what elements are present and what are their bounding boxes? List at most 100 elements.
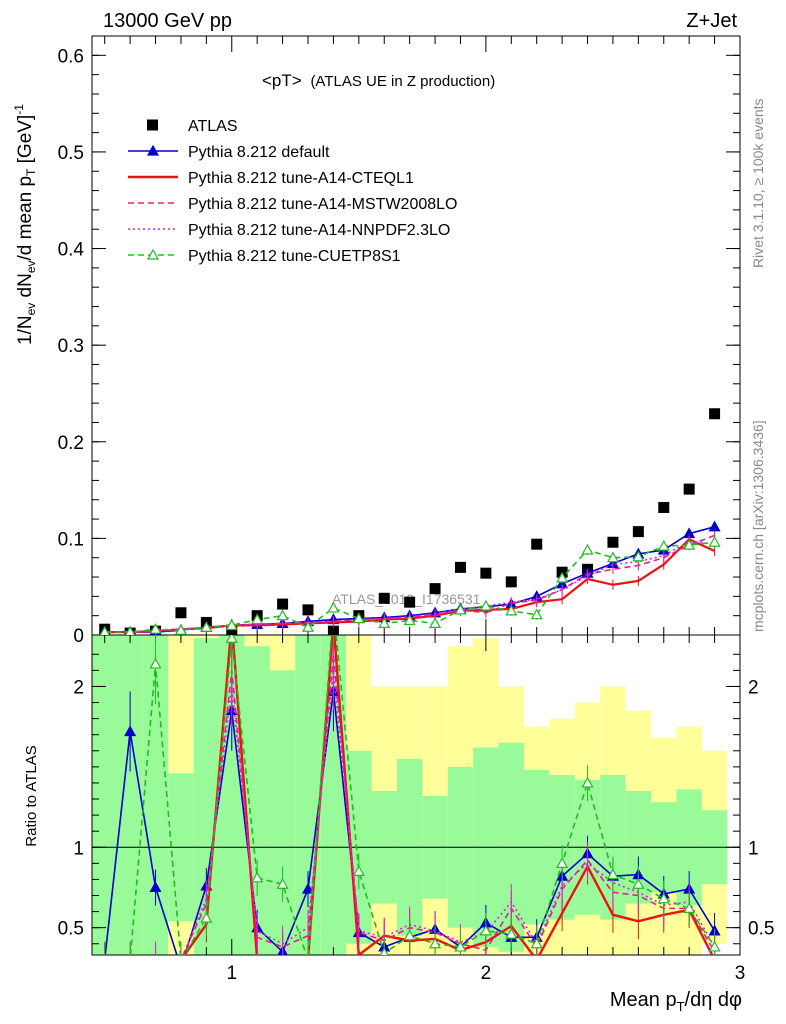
marker-cuetp8s1 — [251, 613, 264, 625]
atlas-data-point — [607, 536, 619, 548]
marker-cuetp8s1 — [530, 608, 543, 620]
ratio-y-tick-label-right: 1 — [748, 838, 759, 859]
legend-label-atlas: ATLAS — [188, 118, 238, 135]
main-y-tick-label: 0.1 — [58, 529, 84, 550]
ratio-marker-cuetp8s1 — [225, 635, 238, 643]
legend-label-cteql1: Pythia 8.212 tune-A14-CTEQL1 — [188, 170, 414, 187]
ratio-marker-cuetp8s1 — [251, 871, 264, 883]
main-y-tick-label: 0.6 — [58, 46, 84, 67]
atlas-data-point — [327, 625, 339, 635]
plot-title-main: <pT> — [262, 71, 302, 90]
marker-cuetp8s1 — [200, 621, 213, 632]
atlas-data-point — [505, 576, 517, 588]
legend-label-default: Pythia 8.212 default — [188, 144, 330, 161]
ratio-marker-cuetp8s1 — [632, 878, 645, 889]
marker-cuetp8s1 — [99, 625, 110, 635]
ratio-marker-default — [301, 882, 315, 894]
marker-cuetp8s1 — [606, 551, 619, 563]
legend-label-nnpdf: Pythia 8.212 tune-A14-NNPDF2.3LO — [188, 222, 450, 239]
atlas-data-point — [709, 408, 721, 420]
side-label-mcplots: mcplots.cern.ch [arXiv:1306.3436] — [750, 420, 766, 632]
marker-cuetp8s1 — [327, 601, 340, 613]
main-y-tick-label: 0.5 — [58, 143, 84, 164]
ratio-y-axis-label: Ratio to ATLAS — [23, 745, 40, 846]
legend-marker-default — [146, 144, 160, 156]
ratio-marker-cuetp8s1 — [581, 776, 594, 788]
ratio-marker-default — [103, 953, 106, 955]
energy-label: 13000 GeV pp — [103, 10, 232, 32]
atlas-data-point — [277, 598, 289, 610]
atlas-data-point — [683, 483, 695, 495]
marker-cuetp8s1 — [683, 538, 696, 550]
legend-marker-cuetp8s1 — [146, 248, 160, 260]
ratio-y-tick-label: 1 — [73, 838, 84, 859]
atlas-data-point — [454, 561, 466, 573]
ratio-y-tick-label: 2 — [73, 677, 84, 698]
ratio-marker-cuetp8s1 — [307, 953, 309, 955]
ratio-marker-cuetp8s1 — [606, 868, 619, 880]
ratio-marker-cuetp8s1 — [403, 929, 416, 941]
marker-cuetp8s1 — [429, 617, 442, 629]
plot-title-sub: (ATLAS UE in Z production) — [310, 73, 495, 90]
atlas-data-point — [531, 538, 543, 550]
ratio-y-tick-label: 0.5 — [58, 919, 84, 940]
legend-label-cuetp8s1: Pythia 8.212 tune-CUETP8S1 — [188, 248, 401, 265]
ratio-marker-cuetp8s1 — [505, 927, 518, 939]
ratio-marker-default — [149, 881, 162, 893]
marker-cuetp8s1 — [708, 536, 721, 547]
atlas-data-point — [302, 604, 314, 616]
ratio-marker-cuetp8s1 — [708, 940, 721, 952]
legend: ATLAS Pythia 8.212 default Pythia 8.212 tu… — [128, 118, 457, 265]
main-y-axis-label: 1/Nev dNev/d mean pT [GeV]-1 — [12, 104, 38, 345]
ratio-band-inner — [269, 670, 296, 955]
ratio-marker-cuetp8s1 — [276, 878, 289, 889]
ratio-marker-cuetp8s1 — [149, 657, 162, 669]
marker-cuetp8s1 — [581, 543, 594, 555]
ratio-marker-cuetp8s1 — [683, 902, 696, 913]
marker-cuetp8s1 — [174, 623, 187, 635]
ratio-y-tick-label-right: 2 — [748, 677, 759, 698]
ratio-panel-frame — [91, 634, 741, 956]
marker-cuetp8s1 — [556, 571, 569, 583]
x-tick-label: 3 — [735, 963, 746, 984]
process-label: Z+Jet — [686, 10, 737, 32]
marker-cuetp8s1 — [352, 612, 365, 624]
atlas-data-point — [480, 567, 492, 579]
ratio-marker-cuetp8s1 — [429, 937, 442, 949]
ratio-band-outer — [168, 635, 194, 955]
ratio-marker-cuetp8s1 — [556, 857, 569, 868]
x-tick-label: 2 — [481, 963, 492, 984]
ratio-marker-cuetp8s1 — [530, 937, 543, 949]
marker-cuetp8s1 — [125, 625, 136, 635]
ratio-marker-cuetp8s1 — [454, 940, 467, 952]
main-y-tick-label: 0.4 — [58, 240, 85, 261]
ratio-band-inner — [117, 635, 143, 955]
marker-cuetp8s1 — [479, 599, 492, 611]
marker-cuetp8s1 — [225, 619, 238, 630]
ratio-marker-cuetp8s1 — [200, 911, 213, 923]
side-label-rivet: Rivet 3.1.10, ≥ 100k events — [750, 98, 766, 268]
ratio-marker-cuetp8s1 — [103, 953, 106, 955]
ratio-marker-cuetp8s1 — [379, 947, 389, 955]
ratio-marker-default — [176, 963, 186, 972]
legend-label-mstw: Pythia 8.212 tune-A14-MSTW2008LO — [188, 196, 457, 213]
atlas-data-point — [658, 501, 670, 513]
plot-title: <pT> (ATLAS UE in Z production) — [262, 71, 495, 90]
marker-cuetp8s1 — [378, 617, 391, 629]
main-axes: 0 0.1 0.2 0.3 0.4 0.5 0.6 — [58, 36, 741, 647]
ratio-marker-cuetp8s1 — [657, 892, 670, 904]
atlas-data-point — [632, 526, 644, 538]
legend-swatch-atlas — [147, 119, 158, 131]
main-series-layer — [99, 408, 721, 635]
x-axis-label: Mean pT/dη dφ — [610, 989, 742, 1014]
main-y-tick-label: 0.2 — [58, 433, 84, 454]
ratio-series-layer — [103, 635, 721, 972]
marker-cuetp8s1 — [632, 550, 645, 562]
marker-cuetp8s1 — [301, 621, 315, 632]
main-y-tick-label: 0 — [73, 626, 84, 647]
marker-cuetp8s1 — [403, 614, 416, 626]
marker-cuetp8s1 — [149, 622, 162, 634]
ratio-marker-cuetp8s1 — [129, 953, 131, 955]
marker-default — [708, 520, 721, 532]
